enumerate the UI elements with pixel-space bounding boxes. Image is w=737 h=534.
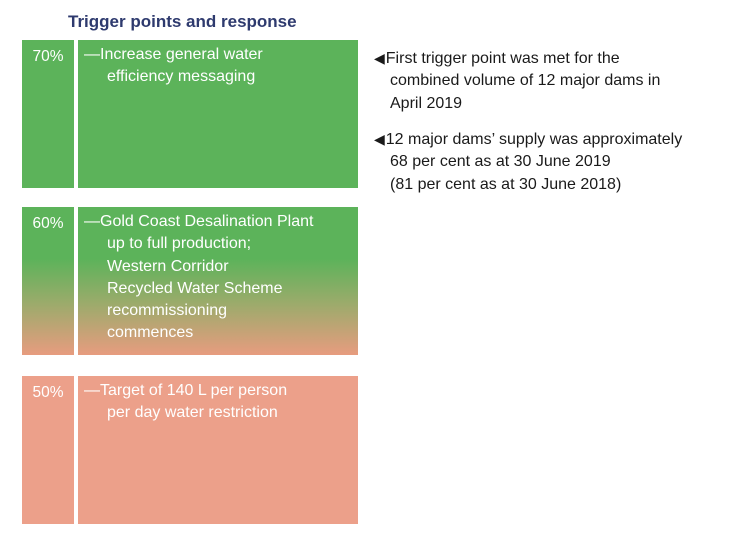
left-triangle-arrow-icon: ◀ (374, 50, 385, 66)
response-line: —Target of 140 L per person (84, 382, 288, 399)
response-line: —Increase general water (84, 46, 263, 63)
diagram-title: Trigger points and response (68, 12, 297, 31)
response-line: recommissioning (107, 302, 228, 320)
note-line: 12 major dams’ supply was approximately (385, 131, 683, 148)
response-line: Western Corridor (107, 257, 229, 275)
trigger-level-50: 50% (22, 376, 74, 524)
note-line: First trigger point was met for the (385, 50, 620, 67)
note-line: combined volume of 12 major dams in (390, 72, 661, 90)
response-line: commences (107, 324, 194, 342)
trigger-percent-label: 50% (32, 384, 64, 401)
trigger-percent-label: 60% (32, 215, 64, 232)
note-first-trigger: ◀First trigger point was met for the com… (374, 47, 734, 115)
trigger-level-60: 60% (22, 207, 74, 355)
note-line: (81 per cent as at 30 June 2018) (390, 175, 622, 193)
response-box-60: —Gold Coast Desalination Plant up to ful… (78, 207, 358, 355)
note-line: 68 per cent as at 30 June 2019 (390, 153, 611, 171)
note-dam-supply: ◀12 major dams’ supply was approximately… (374, 128, 734, 196)
note-line: April 2019 (390, 94, 463, 112)
response-line: efficiency messaging (107, 68, 256, 86)
response-box-70: —Increase general water efficiency messa… (78, 40, 358, 188)
trigger-percent-label: 70% (32, 48, 64, 65)
response-line: Recycled Water Scheme (107, 279, 283, 297)
response-line: per day water restriction (107, 404, 278, 422)
response-line: up to full production; (107, 235, 252, 253)
response-box-50: —Target of 140 L per person per day wate… (78, 376, 358, 524)
trigger-level-70: 70% (22, 40, 74, 188)
response-line: —Gold Coast Desalination Plant (84, 213, 314, 230)
left-triangle-arrow-icon: ◀ (374, 131, 385, 147)
